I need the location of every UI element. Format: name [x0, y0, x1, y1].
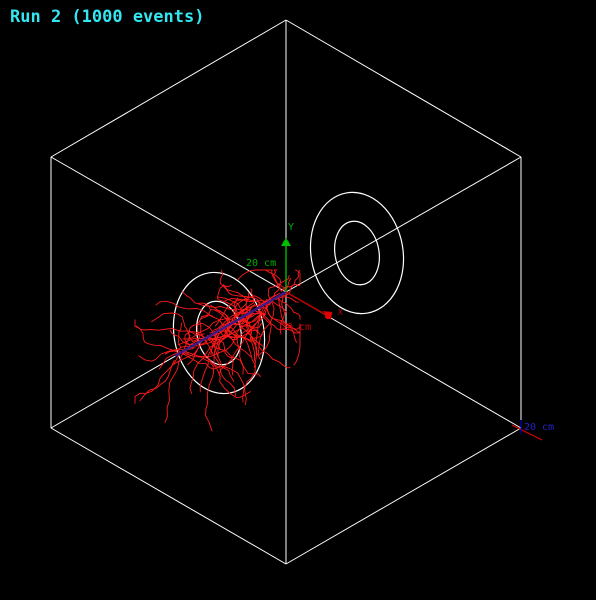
particle-track [264, 301, 301, 366]
particle-track [224, 298, 266, 302]
particle-track [243, 317, 255, 361]
particle-track [203, 336, 237, 396]
particle-track [134, 319, 181, 355]
far-ring-inner [334, 220, 380, 286]
particle-track [172, 340, 208, 366]
y-axis-scale-label: 20 cm [246, 258, 276, 269]
x-axis-line [285, 291, 329, 317]
particle-track [216, 334, 244, 375]
particle-track [237, 269, 283, 293]
particle-track [182, 318, 231, 340]
beam-hits [174, 290, 287, 358]
particle-track [223, 330, 252, 358]
particle-track [233, 295, 268, 324]
particle-track [219, 306, 249, 332]
particle-track [189, 311, 247, 395]
particle-track [260, 269, 280, 307]
particle-track [134, 351, 182, 404]
particle-tracks [134, 269, 301, 432]
particle-track [206, 336, 234, 376]
z-axis-scale-label: 20 cm [524, 422, 554, 433]
particle-track [196, 302, 211, 340]
particle-track [136, 325, 205, 336]
particle-track [282, 269, 301, 290]
particle-track [155, 300, 228, 329]
particle-track [279, 296, 286, 335]
particle-track [259, 310, 301, 334]
axes-helper: Y 20 cm X 20 cm 20 cm [246, 222, 554, 441]
particle-track [218, 301, 271, 375]
far-ring-outer [309, 191, 405, 315]
particle-track [280, 277, 292, 292]
particle-track [181, 350, 215, 432]
particle-track [138, 348, 189, 362]
particle-track [238, 296, 299, 314]
particle-track [195, 307, 265, 347]
particle-track [188, 322, 221, 350]
y-axis-marker [283, 240, 289, 246]
particle-track [224, 330, 256, 403]
particle-track [219, 269, 264, 309]
particle-track [224, 323, 262, 378]
particle-track [151, 312, 191, 355]
x-axis-marker [324, 312, 332, 320]
particle-track [139, 359, 175, 402]
z-axis-line [511, 424, 543, 441]
particle-track [184, 351, 224, 368]
particle-track [181, 291, 253, 314]
particle-track [199, 314, 214, 340]
y-axis-label: Y [288, 222, 294, 233]
particle-track [277, 295, 301, 320]
particle-track [246, 309, 257, 346]
particle-track [205, 309, 231, 342]
particle-track [277, 295, 298, 343]
particle-track [177, 349, 247, 405]
particle-track [164, 335, 210, 423]
particle-track [229, 292, 250, 321]
particle-track [206, 334, 251, 398]
particle-track [235, 323, 291, 369]
x-axis-label: X [338, 308, 343, 317]
particle-track [177, 322, 183, 349]
run-title: Run 2 (1000 events) [10, 7, 205, 27]
x-axis-scale-label: 20 cm [281, 322, 311, 333]
particle-track [242, 311, 266, 315]
particle-track [232, 288, 255, 322]
particle-track [253, 299, 269, 368]
